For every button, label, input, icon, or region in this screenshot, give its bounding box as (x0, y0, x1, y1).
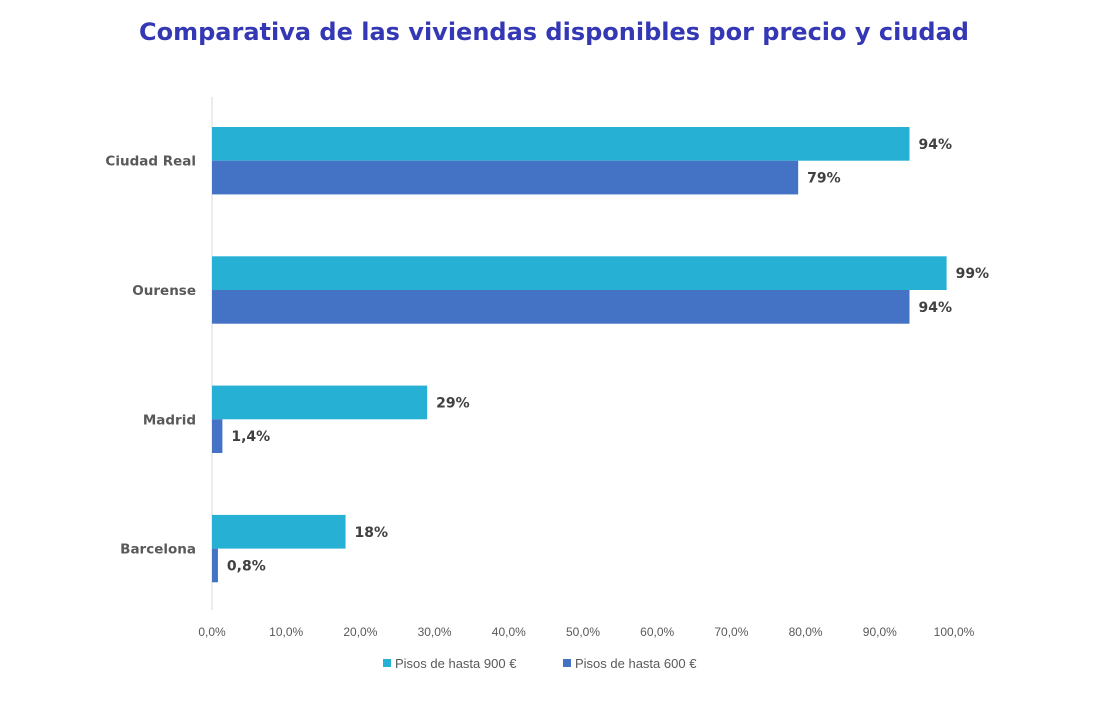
x-tick-label: 0,0% (198, 625, 226, 639)
data-label: 99% (956, 266, 990, 282)
x-tick-label: 40,0% (492, 625, 526, 639)
data-label: 94% (918, 300, 952, 316)
x-tick-label: 30,0% (418, 625, 452, 639)
x-tick-label: 10,0% (269, 625, 303, 639)
bar-900 (212, 514, 346, 549)
chart-title: Comparativa de las viviendas disponibles… (139, 18, 969, 46)
bar-600 (212, 290, 910, 324)
category-label: Ourense (132, 283, 196, 299)
x-tick-label: 60,0% (640, 625, 674, 639)
data-label: 0,8% (227, 558, 266, 574)
x-tick-label: 70,0% (714, 625, 748, 639)
x-tick-label: 100,0% (934, 625, 975, 639)
bar-600 (212, 160, 799, 195)
x-tick-label: 20,0% (343, 625, 377, 639)
bar-900 (212, 385, 428, 420)
bar-600 (212, 548, 218, 583)
legend-label: Pisos de hasta 900 € (395, 656, 517, 671)
legend-swatch (563, 659, 571, 667)
category-label: Madrid (143, 412, 196, 428)
category-label: Ciudad Real (105, 154, 196, 170)
bar-900 (212, 127, 910, 161)
bar-900 (212, 256, 947, 290)
legend-swatch (383, 659, 391, 667)
data-label: 29% (436, 395, 470, 411)
x-tick-label: 80,0% (789, 625, 823, 639)
data-label: 18% (355, 525, 389, 541)
x-tick-label: 50,0% (566, 625, 600, 639)
data-label: 1,4% (231, 429, 270, 445)
category-label: Barcelona (120, 542, 196, 558)
legend-label: Pisos de hasta 600 € (575, 656, 697, 671)
data-label: 79% (807, 171, 841, 187)
x-tick-label: 90,0% (863, 625, 897, 639)
bar-600 (212, 419, 223, 453)
data-label: 94% (918, 137, 952, 153)
